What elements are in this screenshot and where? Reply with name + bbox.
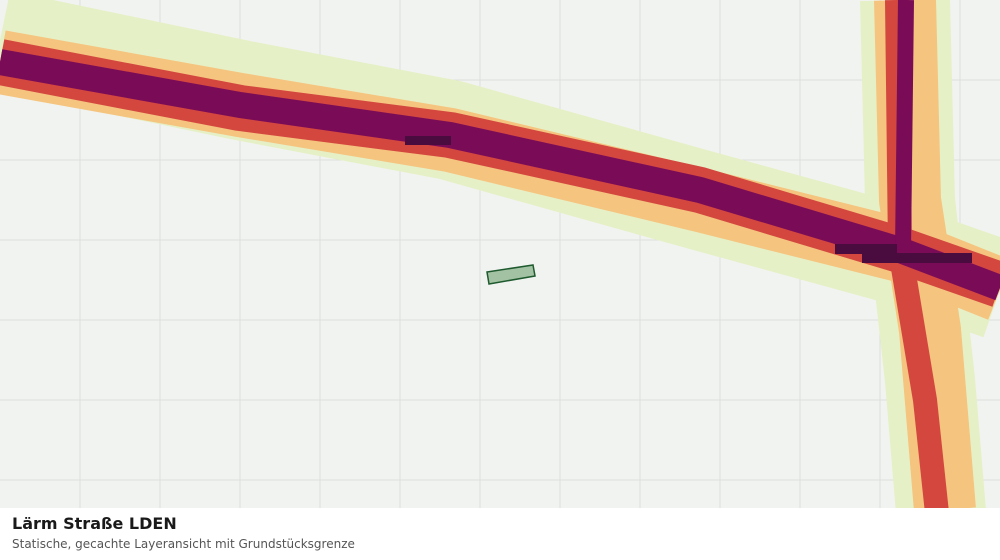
noise-zone-extreme (835, 244, 897, 254)
parcel-boundary[interactable] (486, 264, 536, 285)
noise-zone-extreme (405, 136, 451, 145)
map-title: Lärm Straße LDEN (12, 514, 177, 533)
noise-zone-extreme (862, 253, 972, 263)
noise-zone-very-high (895, 0, 914, 251)
map-subtitle: Statische, gecachte Layeransicht mit Gru… (12, 537, 355, 551)
caption-panel (0, 508, 1000, 560)
